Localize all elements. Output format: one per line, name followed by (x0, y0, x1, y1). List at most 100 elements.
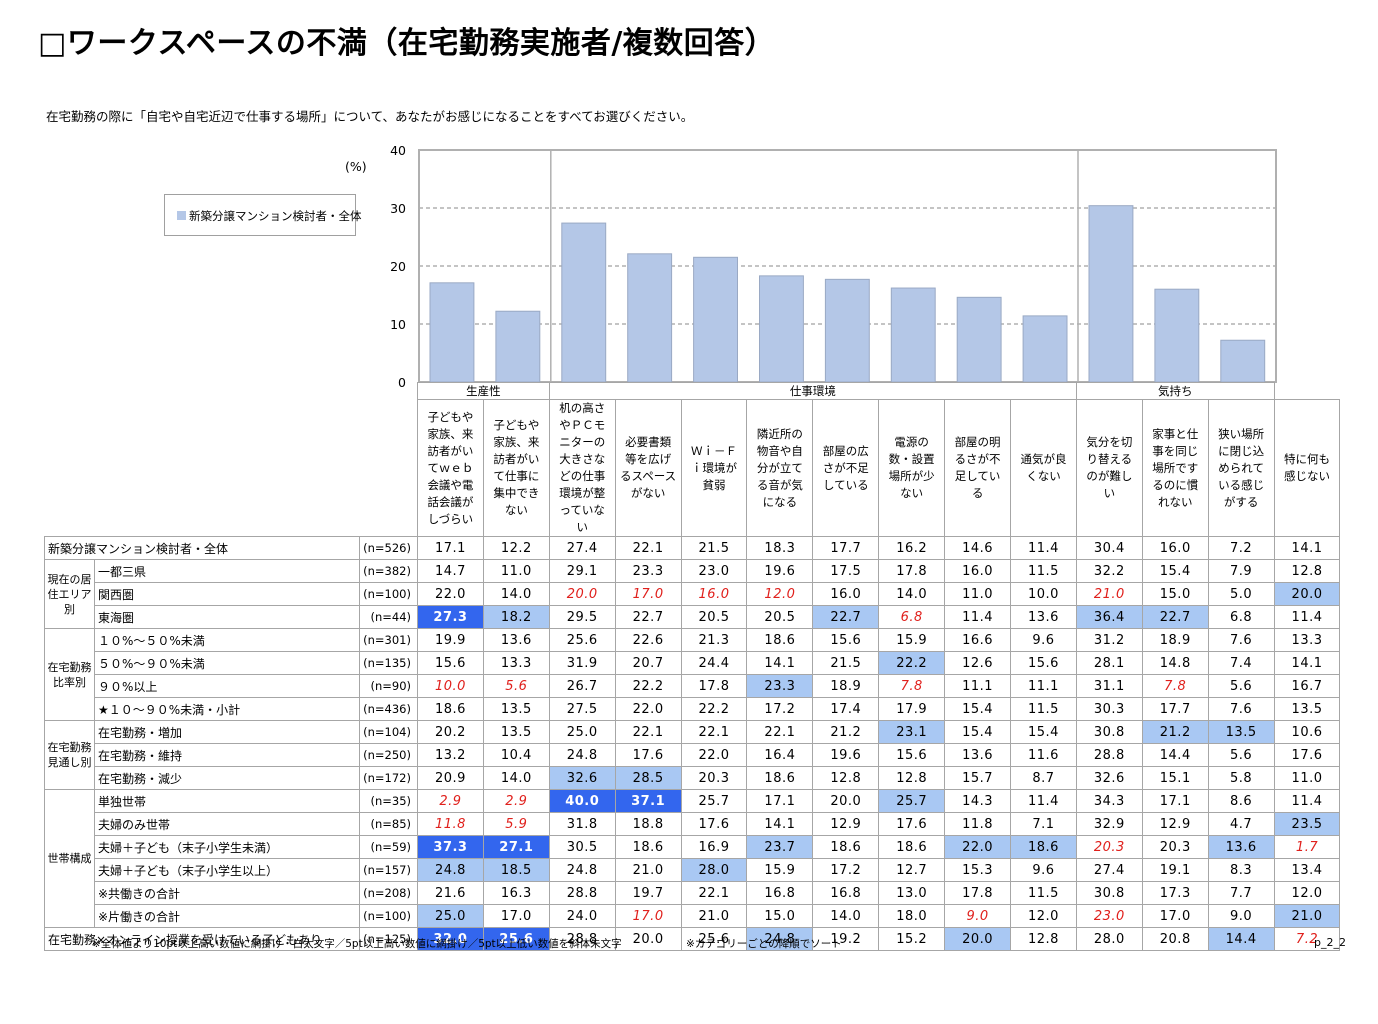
value-cell: 34.3 (1075, 789, 1143, 813)
sample-size: (n=44) (359, 605, 418, 629)
value-cell: 17.7 (1141, 697, 1209, 721)
value-cell: 22.1 (614, 536, 682, 560)
value-cell: 16.9 (680, 835, 748, 859)
value-cell: 23.0 (680, 559, 748, 583)
blank-cell (45, 400, 418, 537)
value-cell: 17.8 (878, 559, 946, 583)
value-cell: 17.2 (812, 858, 880, 882)
sample-size: (n=526) (359, 536, 418, 560)
row-group-label: 世帯構成 (44, 789, 95, 928)
value-cell: 11.4 (1273, 605, 1341, 629)
value-cell: 17.8 (680, 674, 748, 698)
value-cell: 19.1 (1141, 858, 1209, 882)
value-cell: 22.0 (944, 835, 1012, 859)
table-row: 夫婦＋子ども（末子小学生以上） (n=157) 24.8 18.5 24.8 21.0 28… (45, 858, 1341, 882)
value-cell: 18.3 (746, 536, 814, 560)
table-row: 在宅勤務×オンライン授業を受けている子どもあり (n=125) 32.0 25.6 28… (44, 927, 1341, 951)
sample-size: (n=172) (359, 766, 418, 790)
value-cell: 14.6 (944, 536, 1012, 560)
value-cell: 10.0 (417, 674, 484, 698)
row-label: 単独世帯 (94, 789, 360, 813)
footnote-sort-rule: ※カテゴリーごとの降順でソート (686, 938, 842, 950)
value-cell: 17.0 (1141, 904, 1209, 928)
bar (956, 296, 1002, 383)
bar (693, 256, 738, 383)
value-cell: 22.1 (614, 720, 682, 744)
value-cell: 12.8 (1010, 927, 1077, 951)
value-cell: 21.5 (680, 536, 748, 560)
value-cell: 21.5 (812, 651, 880, 675)
unit-label: (%) (345, 159, 367, 174)
value-cell: 16.7 (1273, 674, 1341, 698)
value-cell: 18.6 (812, 835, 880, 859)
value-cell: 23.1 (878, 720, 946, 744)
value-cell: 6.8 (878, 605, 946, 629)
value-cell: 18.8 (614, 812, 682, 836)
value-cell: 19.6 (812, 743, 880, 767)
value-cell: 20.0 (614, 927, 682, 951)
value-cell: 13.5 (482, 720, 550, 744)
table-row: 夫婦のみ世帯 (n=85) 11.8 5.9 31.8 18.8 17.6 14.1 12.9 1… (45, 812, 1341, 836)
value-cell: 25.6 (482, 927, 550, 951)
column-header: 家事と仕事を同じ場所でするのに慣れない (1141, 399, 1209, 537)
legend-label: 新築分譲マンション検討者・全体 (189, 209, 362, 223)
chart-legend: 新築分譲マンション検討者・全体 (164, 194, 362, 236)
value-cell: 20.0 (1273, 582, 1341, 606)
value-cell: 29.5 (548, 605, 616, 629)
value-cell: 15.7 (944, 766, 1012, 790)
value-cell: 15.6 (812, 628, 880, 652)
value-cell: 15.0 (746, 904, 814, 928)
value-cell: 11.6 (1010, 743, 1077, 767)
column-header: 通気が良くない (1010, 399, 1077, 537)
value-cell: 11.8 (417, 812, 484, 836)
value-cell: 11.4 (1010, 789, 1077, 813)
value-cell: 22.0 (680, 743, 748, 767)
row-label: 一都三県 (94, 559, 360, 583)
value-cell: 28.8 (548, 927, 616, 951)
value-cell: 11.1 (1010, 674, 1077, 698)
value-cell: 14.0 (482, 582, 550, 606)
column-header: 子どもや家族、来訪者がいて仕事に集中できない (482, 399, 550, 537)
value-cell: 25.6 (680, 927, 748, 951)
value-cell: 28.5 (614, 766, 682, 790)
value-cell: 11.4 (1273, 789, 1341, 813)
value-cell: 17.0 (482, 904, 550, 928)
row-label: 夫婦＋子ども（末子小学生未満） (94, 835, 360, 859)
value-cell: 12.6 (944, 651, 1012, 675)
value-cell: 20.3 (1075, 835, 1143, 859)
bar (495, 310, 541, 383)
value-cell: 20.3 (680, 766, 748, 790)
value-cell: 23.3 (614, 559, 682, 583)
value-cell: 7.4 (1207, 651, 1275, 675)
value-cell: 15.9 (746, 858, 814, 882)
value-cell: 31.9 (548, 651, 616, 675)
table-row: ５０%～９０%未満 (n=135) 15.6 13.3 31.9 20.7 24.4 14.1… (45, 651, 1341, 675)
value-cell: 28.8 (1075, 743, 1143, 767)
value-cell: 31.8 (548, 812, 616, 836)
value-cell: 15.4 (944, 697, 1012, 721)
value-cell: 14.0 (812, 904, 880, 928)
value-cell: 14.0 (878, 582, 946, 606)
value-cell: 30.5 (548, 835, 616, 859)
value-cell: 12.9 (812, 812, 880, 836)
value-cell: 27.4 (548, 536, 616, 560)
value-cell: 7.2 (1273, 927, 1341, 951)
value-cell: 7.6 (1207, 628, 1275, 652)
table-row: 在宅勤務・減少 (n=172) 20.9 14.0 32.6 28.5 20.3 18.6 12… (45, 766, 1341, 790)
value-cell: 24.4 (680, 651, 748, 675)
value-cell: 17.0 (614, 582, 682, 606)
value-cell: 7.8 (1141, 674, 1209, 698)
row-group-label: 在宅勤務見通し別 (44, 720, 95, 790)
value-cell: 15.9 (878, 628, 946, 652)
value-cell: 30.8 (1075, 881, 1143, 905)
value-cell: 18.2 (482, 605, 550, 629)
value-cell: 7.6 (1207, 697, 1275, 721)
value-cell: 12.8 (878, 766, 946, 790)
bar (1088, 205, 1134, 383)
value-cell: 15.2 (878, 927, 946, 951)
bar (759, 275, 804, 383)
value-cell: 7.2 (1207, 536, 1275, 560)
value-cell: 22.0 (417, 582, 484, 606)
value-cell: 20.3 (1141, 835, 1209, 859)
value-cell: 6.8 (1207, 605, 1275, 629)
